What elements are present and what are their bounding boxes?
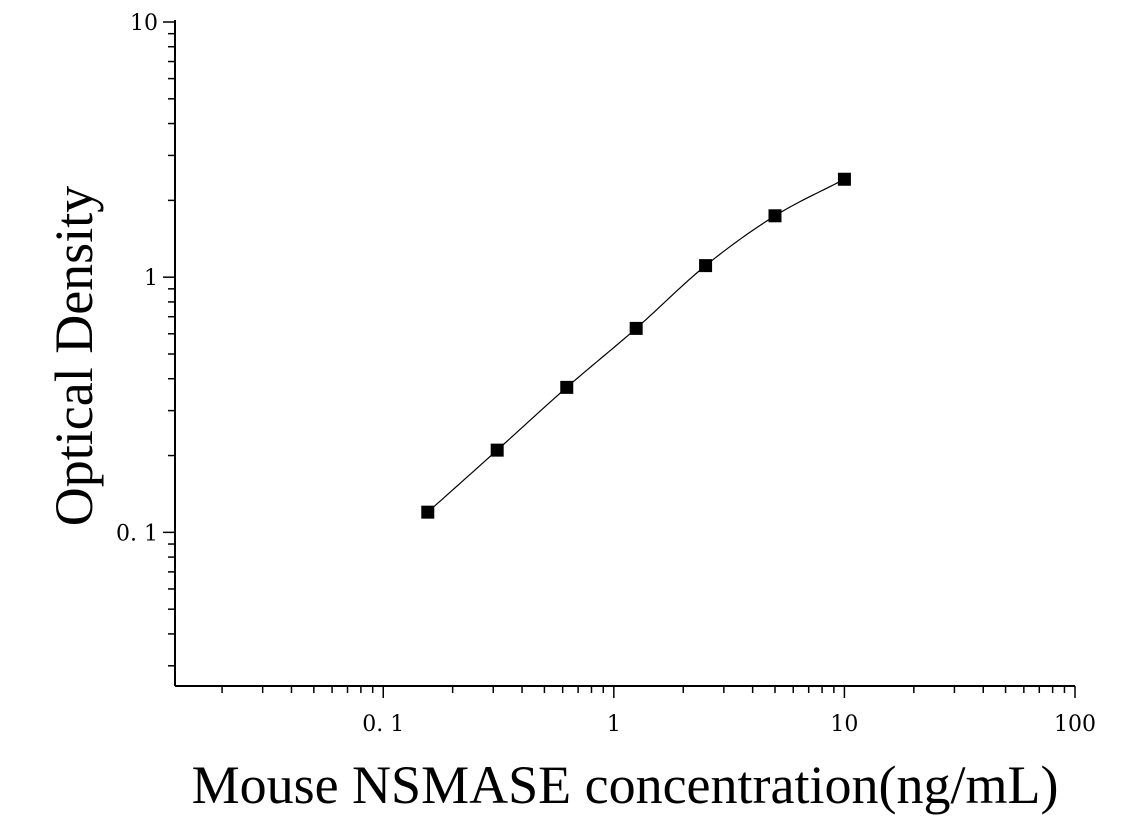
data-point <box>768 209 782 223</box>
tick-labels: 0. 1 1 10 100 0. 1 1 10 <box>116 11 1096 737</box>
axes <box>174 20 1075 687</box>
y-tick-label: 1 <box>144 266 158 291</box>
x-tick-label: 0. 1 <box>362 712 404 737</box>
fit-curve <box>427 178 845 513</box>
ticks <box>163 21 1076 698</box>
data-point <box>837 172 851 186</box>
x-tick-label: 10 <box>830 712 858 737</box>
y-tick-label: 0. 1 <box>116 521 158 546</box>
data-point <box>629 321 643 335</box>
y-tick-label: 10 <box>130 11 158 36</box>
x-tick-label: 100 <box>1054 712 1096 737</box>
data-points <box>421 172 851 519</box>
data-point <box>699 259 713 273</box>
x-tick-label: 1 <box>607 712 621 737</box>
data-point <box>490 443 504 457</box>
x-axis-label: Mouse NSMASE concentration(ng/mL) <box>192 755 1059 815</box>
data-point <box>560 380 574 394</box>
y-axis-label: Optical Density <box>44 186 104 526</box>
data-point <box>421 505 435 519</box>
